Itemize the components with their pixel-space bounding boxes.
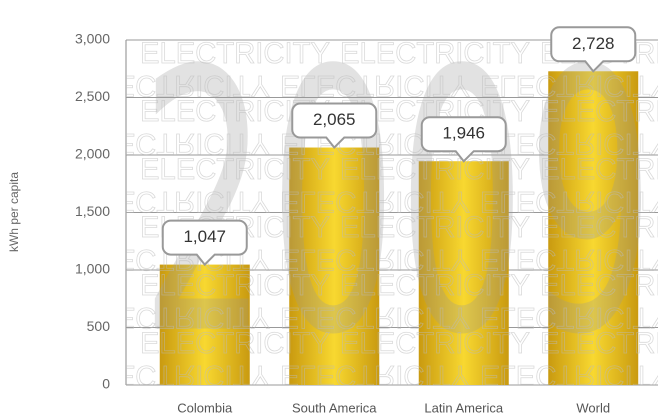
watermark-text: ELECTRICITY bbox=[540, 327, 658, 360]
y-tick-label: 1,000 bbox=[75, 261, 110, 277]
watermark-year: 2009 bbox=[140, 0, 655, 413]
y-tick-label: 2,500 bbox=[75, 88, 110, 104]
watermark-text: ELECTRICITY bbox=[340, 153, 530, 186]
x-tick-label: Latin America bbox=[424, 400, 504, 415]
watermark-text: ELECTRICITY bbox=[280, 301, 470, 334]
watermark-text: ELECTRICITY bbox=[140, 153, 330, 186]
x-tick-label: World bbox=[576, 400, 610, 415]
bar bbox=[418, 161, 509, 385]
bar bbox=[159, 264, 250, 385]
y-tick-label: 0 bbox=[102, 376, 110, 392]
x-tick-label: Colombia bbox=[177, 400, 233, 415]
value-label: 1,946 bbox=[442, 124, 485, 143]
watermark-text: ELECTRICITY bbox=[280, 69, 470, 102]
watermark-text: ELECTRICITY bbox=[480, 185, 658, 218]
x-tick-label: South America bbox=[292, 400, 377, 415]
value-bubble bbox=[420, 116, 507, 163]
value-label: 2,065 bbox=[313, 110, 356, 129]
y-tick-label: 2,000 bbox=[75, 146, 110, 162]
value-label: 2,728 bbox=[572, 34, 615, 53]
watermark-text: ELECTRICITY bbox=[540, 211, 658, 244]
value-bubble bbox=[161, 219, 248, 267]
bar bbox=[289, 147, 380, 385]
watermark-text: ELECTRICITY bbox=[80, 185, 270, 218]
watermark-text: ELECTRICITY bbox=[340, 211, 530, 244]
y-tick-label: 3,000 bbox=[75, 31, 110, 47]
y-tick-label: 500 bbox=[87, 318, 111, 334]
value-bubble bbox=[291, 102, 378, 150]
watermark-text: ELECTRICITY bbox=[280, 185, 470, 218]
watermark-text: ELECTRICITY bbox=[480, 69, 658, 102]
y-axis-label: kWh per capita bbox=[7, 172, 21, 252]
watermark-text: ELECTRICITY bbox=[340, 269, 530, 302]
watermark-text: ELECTRICITY bbox=[140, 327, 330, 360]
watermark-text: ELECTRICITY bbox=[80, 127, 270, 160]
watermark-text: ELECTRICITY bbox=[540, 95, 658, 128]
watermark-text: ELECTRICITY bbox=[80, 301, 270, 334]
watermark-text: ELECTRICITY bbox=[540, 269, 658, 302]
y-tick-label: 1,500 bbox=[75, 203, 110, 219]
bar bbox=[548, 71, 639, 385]
value-label: 1,047 bbox=[183, 227, 226, 246]
watermark-text: ELECTRICITY bbox=[140, 269, 330, 302]
watermark-text: ELECTRICITY bbox=[480, 127, 658, 160]
watermark-text: ELECTRICITY bbox=[280, 359, 470, 392]
value-bubble bbox=[550, 26, 637, 73]
watermark-text: ELECTRICITY bbox=[140, 37, 330, 70]
watermark-text: ELECTRICITY bbox=[480, 359, 658, 392]
watermark-text: ELECTRICITY bbox=[80, 359, 270, 392]
watermark-text: ELECTRICITY bbox=[480, 243, 658, 276]
watermark-text: ELECTRICITY bbox=[480, 301, 658, 334]
watermark-text: ELECTRICITY bbox=[340, 37, 530, 70]
watermark-text: ELECTRICITY bbox=[280, 243, 470, 276]
watermark-text: ELECTRICITY bbox=[540, 153, 658, 186]
watermark-text: ELECTRICITY bbox=[340, 327, 530, 360]
watermark-text: ELECTRICITY bbox=[80, 69, 270, 102]
